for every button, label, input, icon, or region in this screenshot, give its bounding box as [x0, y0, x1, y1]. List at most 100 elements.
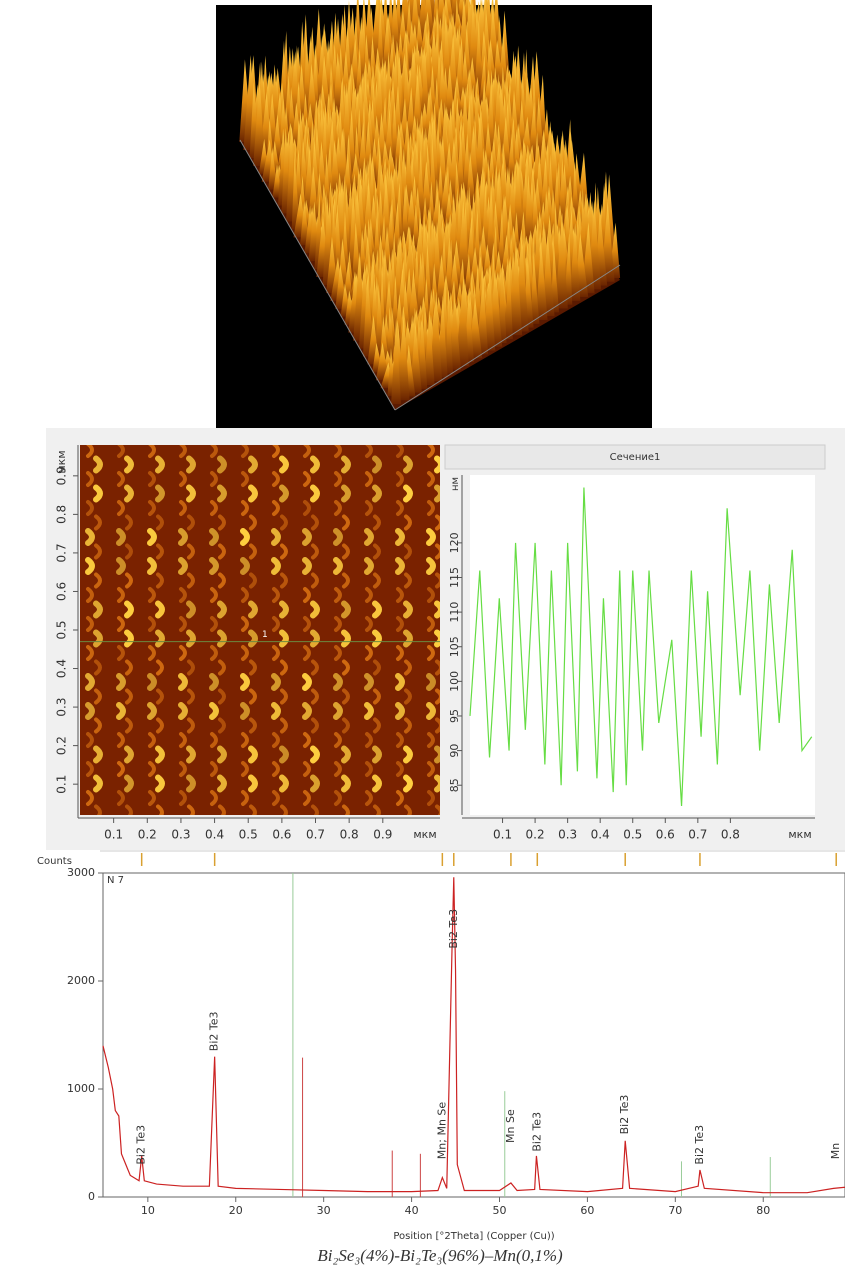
afm-map-feature — [342, 514, 350, 531]
afm-map-feature — [241, 761, 249, 777]
afm-map-feature — [280, 804, 288, 815]
afm-map-feature — [179, 732, 187, 748]
afm-map-feature — [241, 587, 249, 603]
afm-map-feature — [303, 587, 311, 603]
afm-map-feature — [155, 455, 165, 474]
afm-map-feature — [86, 500, 94, 516]
peak-label: Bi2 Te3 — [447, 909, 460, 949]
afm-map-feature — [342, 804, 350, 815]
afm-map-feature — [117, 616, 125, 632]
afm-map-feature — [249, 572, 257, 589]
afm-map-feature — [303, 790, 311, 806]
afm-3d-spike — [535, 242, 548, 320]
afm-map-feature — [187, 659, 195, 676]
afm-map-feature — [217, 774, 227, 793]
afm-map-feature — [210, 761, 218, 777]
map-x-tick-label: 0.6 — [272, 828, 291, 842]
afm-map-feature — [427, 445, 435, 458]
afm-map-feature — [148, 732, 156, 748]
afm-3d-spike — [444, 290, 454, 374]
afm-map-feature — [310, 600, 320, 619]
afm-map-feature — [117, 790, 125, 806]
afm-map-feature — [217, 600, 227, 619]
afm-map-feature — [178, 528, 188, 546]
peak-label: Bi2 Te3 — [530, 1112, 543, 1152]
afm-3d-spike — [523, 174, 536, 253]
afm-map-feature — [403, 484, 413, 503]
afm-3d-spike — [530, 252, 540, 324]
afm-map-feature — [218, 804, 226, 815]
afm-map-feature — [85, 702, 95, 720]
afm-map-feature — [372, 774, 382, 793]
afm-map-feature — [218, 514, 226, 531]
afm-map-feature — [117, 732, 125, 748]
afm-map-feature — [249, 543, 257, 560]
afm-map-feature — [395, 528, 405, 546]
afm-map-feature — [210, 587, 218, 603]
afm-map-feature — [240, 673, 250, 691]
afm-map-feature — [241, 732, 249, 748]
afm-map-feature — [94, 688, 102, 705]
afm-map-feature — [186, 600, 196, 619]
afm-map-feature — [93, 455, 103, 474]
afm-map-feature — [179, 761, 187, 777]
afm-map-feature — [94, 543, 102, 560]
afm-map-feature — [372, 600, 382, 619]
afm-map-feature — [280, 717, 288, 734]
afm-map-feature — [241, 790, 249, 806]
afm-map-feature — [395, 557, 405, 575]
afm-map-feature — [117, 445, 125, 458]
map-y-tick-label: 0.3 — [55, 698, 69, 717]
afm-map-feature — [210, 471, 218, 487]
afm-map-feature — [434, 745, 440, 764]
afm-map-feature — [334, 645, 342, 661]
afm-map-feature — [279, 745, 289, 764]
afm-map-feature — [186, 455, 196, 474]
map-x-tick-label: 0.7 — [306, 828, 325, 842]
afm-map-feature — [404, 514, 412, 531]
afm-map-feature — [210, 790, 218, 806]
y-tick-label: 105 — [448, 636, 461, 657]
x-label: Position [°2Theta] (Copper (Cu)) — [393, 1231, 554, 1242]
afm-map-feature — [311, 804, 319, 815]
afm-map-feature — [85, 557, 95, 575]
section-label: 1 — [262, 630, 268, 640]
afm-map-feature — [333, 557, 343, 575]
afm-map-feature — [310, 745, 320, 764]
afm-map-feature — [334, 471, 342, 487]
afm-map-feature — [341, 774, 351, 793]
afm-map-feature — [179, 587, 187, 603]
x-label: мкм — [788, 828, 811, 841]
afm-map-feature — [241, 616, 249, 632]
y-tick-label: 3000 — [67, 866, 95, 879]
afm-map-feature — [365, 616, 373, 632]
afm-map-feature — [156, 659, 164, 676]
peak-label: Mn; Mn Se — [435, 1102, 448, 1160]
afm-map-feature — [186, 484, 196, 503]
afm-3d-spike — [569, 222, 581, 301]
afm-map-feature — [373, 572, 381, 589]
afm-map-feature — [310, 484, 320, 503]
afm-map-feature — [396, 587, 404, 603]
afm-map-feature — [116, 557, 126, 575]
afm-map-feature — [156, 543, 164, 560]
afm-map-feature — [117, 761, 125, 777]
afm-map-feature — [364, 557, 374, 575]
afm-map-feature — [280, 514, 288, 531]
afm-map-feature — [218, 659, 226, 676]
afm-map-feature — [209, 528, 219, 546]
afm-map-feature — [86, 471, 94, 487]
afm-map-feature — [240, 528, 250, 546]
afm-map-feature — [156, 717, 164, 734]
x-tick-label: 80 — [756, 1204, 770, 1217]
afm-map-feature — [156, 688, 164, 705]
afm-map-feature — [403, 745, 413, 764]
profile-title: Сечение1 — [610, 452, 661, 463]
afm-map-feature — [271, 673, 281, 691]
afm-map-feature — [426, 702, 436, 720]
afm-map-feature — [279, 774, 289, 793]
afm-map-feature — [217, 745, 227, 764]
afm-map-feature — [302, 702, 312, 720]
y-tick-label: 85 — [448, 778, 461, 792]
x-tick-label: 20 — [229, 1204, 243, 1217]
